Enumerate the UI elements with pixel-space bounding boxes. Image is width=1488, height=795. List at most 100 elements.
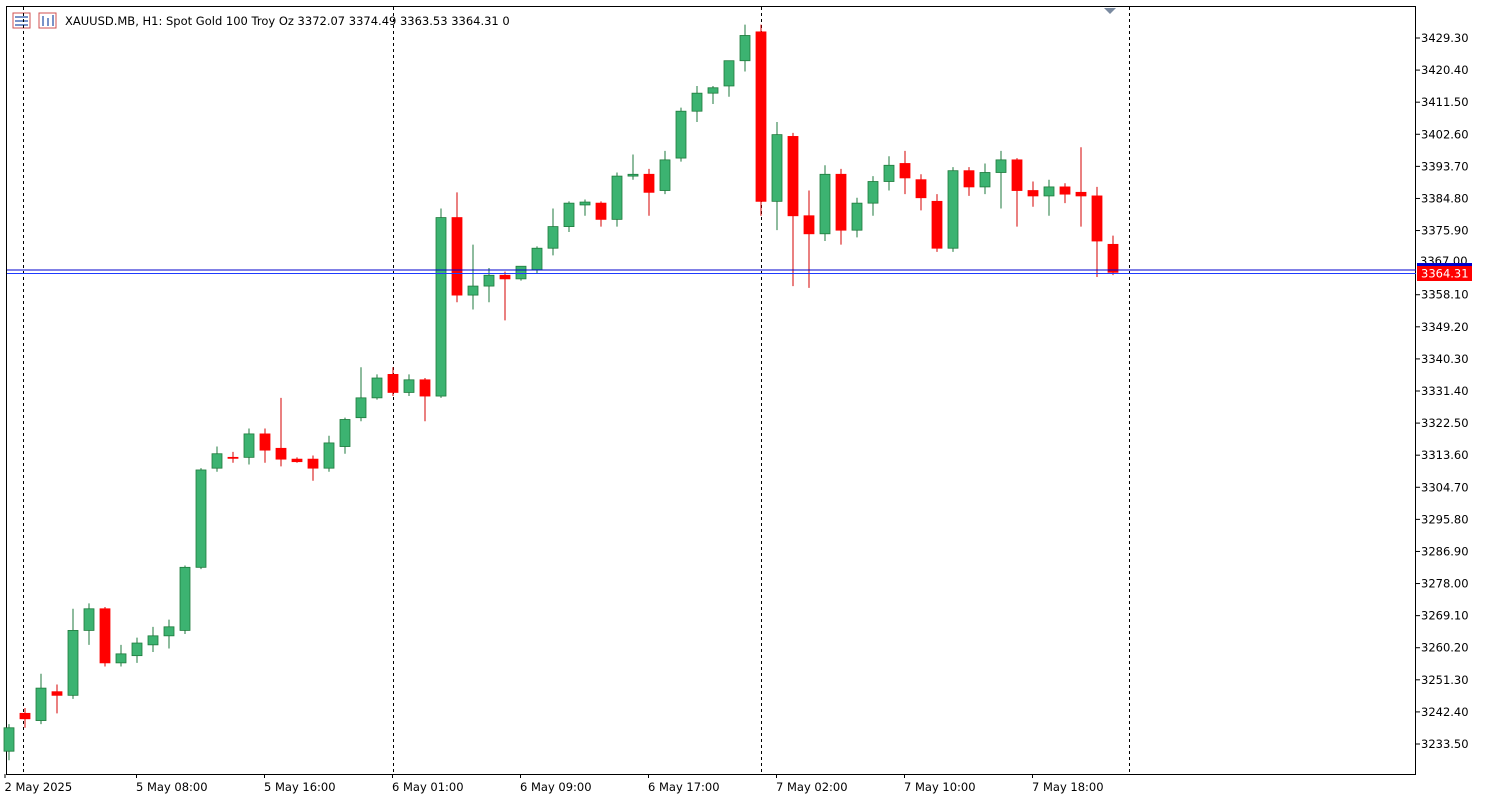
candles xyxy=(3,24,1119,761)
bull-candle xyxy=(851,197,863,238)
candle-body xyxy=(915,179,927,199)
candle-body xyxy=(131,642,143,657)
candle-body xyxy=(755,31,767,202)
price-tick-label: 3304.70 xyxy=(1421,480,1469,494)
bull-candle xyxy=(3,724,15,761)
candle-body xyxy=(611,175,623,220)
bear-candle xyxy=(803,190,815,288)
candle-body xyxy=(419,379,431,397)
price-tick-label: 3233.50 xyxy=(1421,737,1469,751)
price-tick-label: 3420.40 xyxy=(1421,63,1469,77)
candle-body xyxy=(995,159,1007,173)
time-tick-label: 6 May 17:00 xyxy=(648,780,720,794)
bear-candle xyxy=(1107,235,1119,276)
bear-candle xyxy=(275,397,287,467)
candle-body xyxy=(371,377,383,399)
candle-body xyxy=(563,202,575,227)
bear-candle xyxy=(595,201,607,227)
bull-candle xyxy=(627,154,639,180)
candle-body xyxy=(739,35,751,62)
candle-body xyxy=(547,226,559,249)
candle-body xyxy=(51,691,63,696)
bull-candle xyxy=(243,428,255,465)
price-tick-label: 3402.60 xyxy=(1421,127,1469,141)
candle-body xyxy=(99,608,111,664)
bear-candle xyxy=(499,271,511,321)
price-tick-label: 3313.60 xyxy=(1421,448,1469,462)
price-tick-label: 3429.30 xyxy=(1421,31,1469,45)
bull-candle xyxy=(163,619,175,649)
bull-candle xyxy=(995,150,1007,209)
bull-candle xyxy=(883,156,895,191)
bull-candle xyxy=(467,244,479,310)
bull-candle xyxy=(1043,179,1055,216)
time-tick-label: 5 May 16:00 xyxy=(264,780,336,794)
chart-shift-icon[interactable] xyxy=(1104,8,1116,14)
candle-body xyxy=(787,136,799,217)
bear-candle xyxy=(1011,158,1023,227)
time-tick-label: 6 May 09:00 xyxy=(520,780,592,794)
bull-candle xyxy=(115,644,127,667)
bull-candle xyxy=(771,122,783,231)
candle-body xyxy=(115,653,127,664)
candle-body xyxy=(771,134,783,202)
candle-body xyxy=(1027,190,1039,197)
price-tick-label: 3358.10 xyxy=(1421,288,1469,302)
price-axis[interactable]: 3429.30 3420.40 3411.50 3402.60 3393.70 3384.… xyxy=(1416,31,1469,751)
candle-body xyxy=(531,247,543,271)
price-tick-label: 3286.90 xyxy=(1421,544,1469,558)
bull-candle xyxy=(563,201,575,232)
indicators-icon[interactable] xyxy=(38,12,57,29)
chart-menu-icon[interactable] xyxy=(12,12,31,29)
plot-frame xyxy=(6,6,1416,775)
bear-candle xyxy=(931,194,943,252)
bear-candle xyxy=(227,451,239,463)
candle-body xyxy=(707,87,719,94)
candle-body xyxy=(403,379,415,393)
candle-body xyxy=(451,217,463,296)
bull-candle xyxy=(579,199,591,216)
bull-candle xyxy=(723,60,735,97)
price-tick-label: 3295.80 xyxy=(1421,512,1469,526)
bear-candle xyxy=(451,192,463,303)
candle-body xyxy=(867,181,879,204)
bear-candle xyxy=(787,132,799,287)
candle-body xyxy=(307,458,319,469)
bull-candle xyxy=(531,246,543,274)
bull-candle xyxy=(739,24,751,72)
candle-body xyxy=(179,566,191,631)
candle-body xyxy=(323,442,335,469)
candle-body xyxy=(211,453,223,469)
bear-candle xyxy=(899,150,911,195)
bull-candle xyxy=(707,85,719,104)
candle-body xyxy=(627,173,639,177)
price-tick-label: 3349.20 xyxy=(1421,320,1469,334)
candle-body xyxy=(691,92,703,112)
price-tick-label: 3251.30 xyxy=(1421,673,1469,687)
candle-body xyxy=(435,217,447,397)
bull-candle xyxy=(691,85,703,123)
bull-candle xyxy=(819,165,831,242)
time-tick-label: 7 May 02:00 xyxy=(776,780,848,794)
bull-candle xyxy=(371,374,383,400)
bull-candle xyxy=(947,167,959,252)
bear-candle xyxy=(1075,147,1087,227)
candle-body xyxy=(819,173,831,235)
candle-body xyxy=(579,201,591,206)
candle-body xyxy=(275,447,287,460)
bull-candle xyxy=(83,603,95,645)
candle-body xyxy=(195,469,207,568)
candle-body xyxy=(723,60,735,87)
candle-body xyxy=(947,170,959,249)
bull-candle xyxy=(67,608,79,699)
candle-body xyxy=(483,274,495,287)
time-axis[interactable]: 2 May 2025 5 May 08:00 5 May 16:00 6 May 01… xyxy=(4,774,1104,794)
bear-candle xyxy=(419,378,431,422)
candle-body xyxy=(1091,195,1103,242)
time-tick-label: 6 May 01:00 xyxy=(392,780,464,794)
bull-candle xyxy=(339,417,351,454)
candle-body xyxy=(883,164,895,182)
time-tick-label: 2 May 2025 xyxy=(5,780,73,794)
price-tick-label: 3322.50 xyxy=(1421,416,1469,430)
